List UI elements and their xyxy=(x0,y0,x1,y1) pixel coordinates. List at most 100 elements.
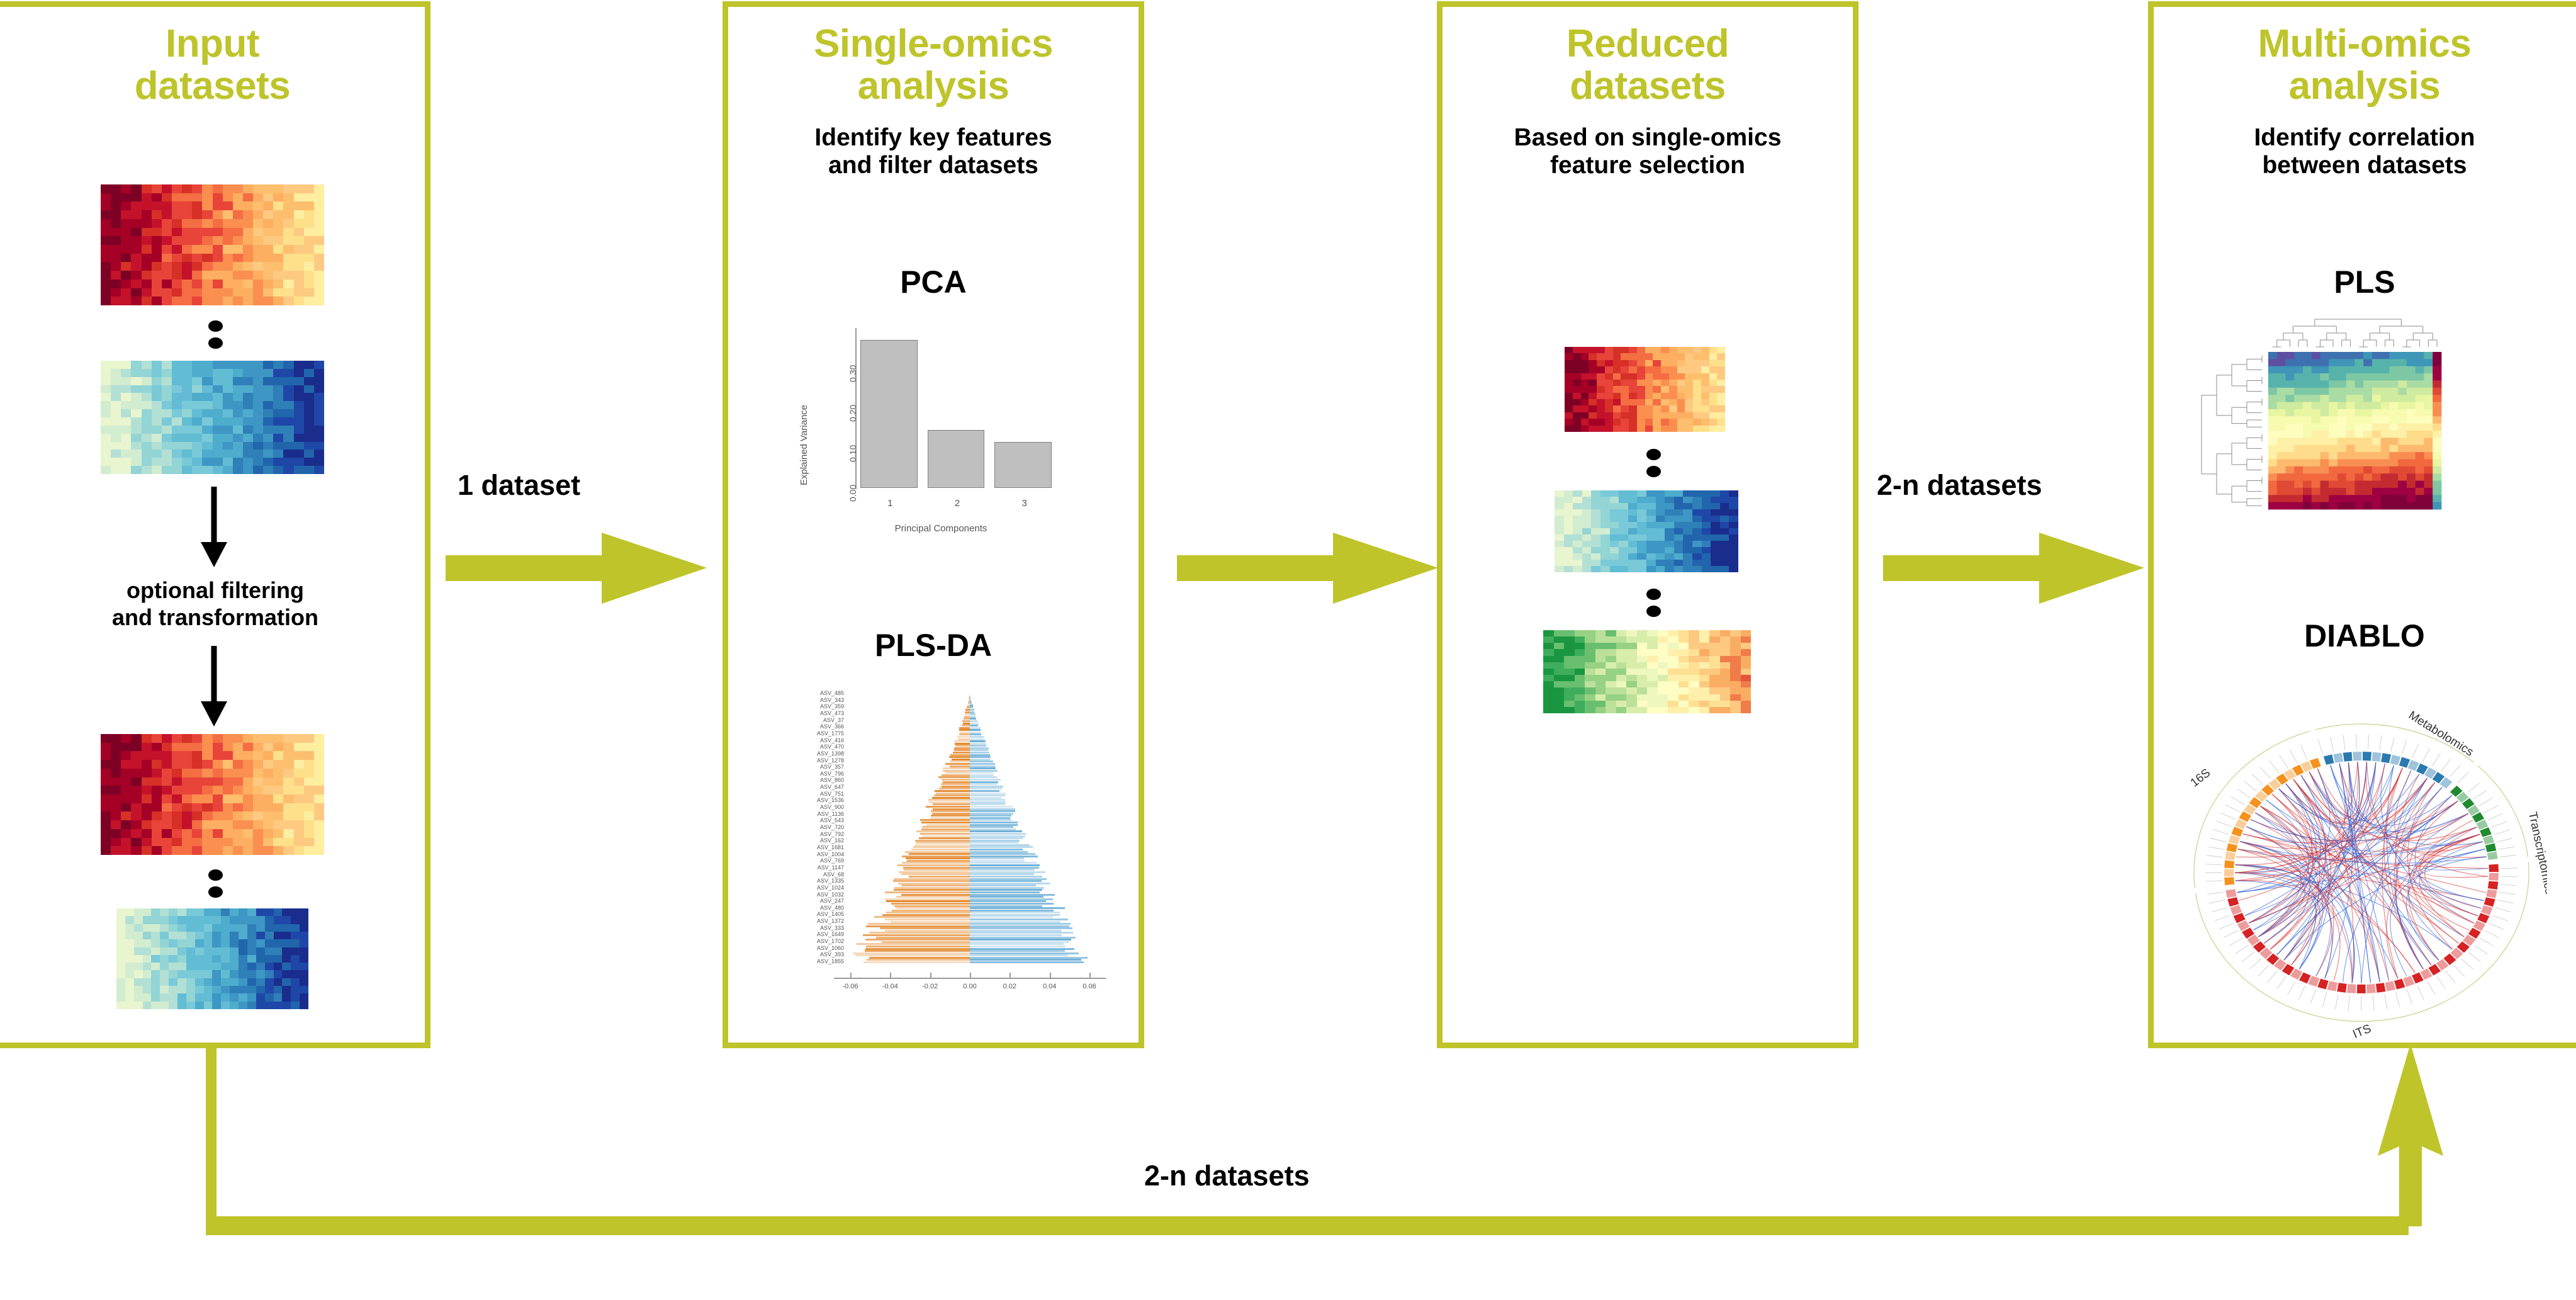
plsda-bar-negative xyxy=(855,954,970,957)
diablo-feature-segment xyxy=(2225,851,2236,861)
heatmap-cell xyxy=(182,201,193,211)
heatmap-cell xyxy=(1597,366,1605,373)
heatmap-cell xyxy=(1677,399,1685,406)
heatmap-cell xyxy=(1693,425,1701,432)
heatmap-cell xyxy=(282,939,291,947)
heatmap-cell xyxy=(273,376,284,385)
heatmap-cell xyxy=(194,978,204,986)
heatmap-cell xyxy=(282,924,291,932)
heatmap-cell xyxy=(1692,509,1702,516)
heatmap-cell xyxy=(1573,497,1582,503)
heatmap-cell xyxy=(212,376,223,385)
heatmap-cell xyxy=(186,931,195,940)
heatmap-cell xyxy=(256,924,265,932)
heatmap-cell xyxy=(1647,662,1658,669)
diablo-feature-segment xyxy=(2268,778,2281,791)
heatmap-cell xyxy=(1711,497,1720,503)
diablo-feature-segment xyxy=(2480,905,2493,915)
heatmap-cell xyxy=(1701,560,1711,566)
heatmap-cell xyxy=(222,376,233,385)
plsda-plot-title: PLS-DA xyxy=(874,628,993,663)
pls-heatmap-cell xyxy=(2303,395,2312,402)
heatmap-cell xyxy=(264,1001,274,1009)
heatmap-cell xyxy=(1600,553,1610,560)
diablo-feature-segment xyxy=(2239,811,2252,822)
heatmap-cell xyxy=(313,433,324,442)
pls-heatmap-cell xyxy=(2372,487,2382,495)
diablo-feature-segment xyxy=(2407,760,2419,771)
heatmap-cell xyxy=(1677,366,1685,373)
heatmap-cell xyxy=(221,939,230,947)
pls-heatmap-cell xyxy=(2337,366,2347,374)
heatmap-cell xyxy=(182,297,193,305)
heatmap-cell xyxy=(247,916,256,924)
pls-heatmap-cell xyxy=(2415,438,2424,446)
heatmap-cell xyxy=(182,184,193,193)
diablo-feature-tick xyxy=(2266,970,2278,983)
heatmap-cell xyxy=(1609,497,1619,503)
heatmap-cell xyxy=(1580,412,1589,419)
heatmap-cell xyxy=(1600,516,1610,522)
pls-heatmap-cell xyxy=(2329,495,2338,503)
heatmap-cell xyxy=(283,734,294,743)
heatmap-cell xyxy=(273,908,283,917)
heatmap-cell xyxy=(242,368,254,377)
diablo-feature-segment xyxy=(2327,981,2338,992)
heatmap-cell xyxy=(212,837,223,847)
pls-heatmap-cell xyxy=(2354,452,2364,460)
ellipsis-dots xyxy=(0,869,430,898)
heatmap-cell xyxy=(1693,347,1701,354)
plsda-bar-negative xyxy=(874,916,970,918)
diablo-feature-tick xyxy=(2322,992,2327,1007)
pls-heatmap-cell xyxy=(2294,452,2303,460)
heatmap-cell xyxy=(151,297,162,305)
pls-heatmap-cell xyxy=(2424,380,2433,388)
pls-heatmap-cell xyxy=(2337,473,2347,481)
heatmap-cell xyxy=(263,742,274,752)
heatmap-cell xyxy=(192,786,203,794)
heatmap-cell xyxy=(1591,534,1600,541)
heatmap-cell xyxy=(273,931,283,940)
heatmap-cell xyxy=(1637,522,1646,528)
diablo-feature-segment xyxy=(2472,812,2485,823)
heatmap-cell xyxy=(1604,419,1613,426)
heatmap-cell xyxy=(1693,379,1701,387)
pls-heatmap-cell xyxy=(2354,402,2364,410)
diablo-feature-segment xyxy=(2337,983,2347,993)
pls-heatmap-cell xyxy=(2346,373,2355,381)
heatmap-cell xyxy=(171,441,183,450)
heatmap-cell xyxy=(202,376,213,385)
heatmap-cell xyxy=(1678,694,1689,701)
heatmap-cell xyxy=(1668,386,1677,393)
pls-heatmap-cell xyxy=(2415,452,2424,460)
heatmap-cell xyxy=(1683,490,1692,497)
plsda-bar-negative xyxy=(962,722,970,725)
heatmap-cell xyxy=(171,760,183,769)
heatmap-cell xyxy=(313,803,324,812)
diablo-correlation-link xyxy=(2419,834,2488,878)
heatmap-cell xyxy=(151,947,160,955)
heatmap-cell xyxy=(1553,649,1564,656)
heatmap-cell xyxy=(222,361,233,369)
diablo-feature-tick xyxy=(2223,930,2239,938)
diablo-feature-tick xyxy=(2216,820,2232,827)
heatmap-cell xyxy=(1699,694,1709,701)
heatmap-cell xyxy=(1709,630,1720,637)
heatmap-cell xyxy=(273,1001,283,1009)
pls-heatmap-cell xyxy=(2268,395,2278,402)
diablo-feature-segment xyxy=(2227,897,2239,907)
pls-heatmap-cell xyxy=(2398,452,2407,460)
heatmap-cell xyxy=(303,777,314,786)
heatmap-cell xyxy=(1616,694,1626,701)
heatmap-cell xyxy=(1646,490,1656,497)
heatmap-cell xyxy=(142,1001,152,1009)
heatmap-cell xyxy=(151,393,162,402)
heatmap-cell xyxy=(203,993,213,1002)
heatmap-cell xyxy=(151,768,162,777)
heatmap-cell xyxy=(141,218,152,228)
heatmap-cell xyxy=(1565,425,1573,432)
heatmap-cell xyxy=(264,986,274,994)
diablo-correlation-link xyxy=(2330,765,2453,827)
plsda-bar-positive xyxy=(970,905,1043,907)
heatmap-cell xyxy=(1629,373,1637,380)
